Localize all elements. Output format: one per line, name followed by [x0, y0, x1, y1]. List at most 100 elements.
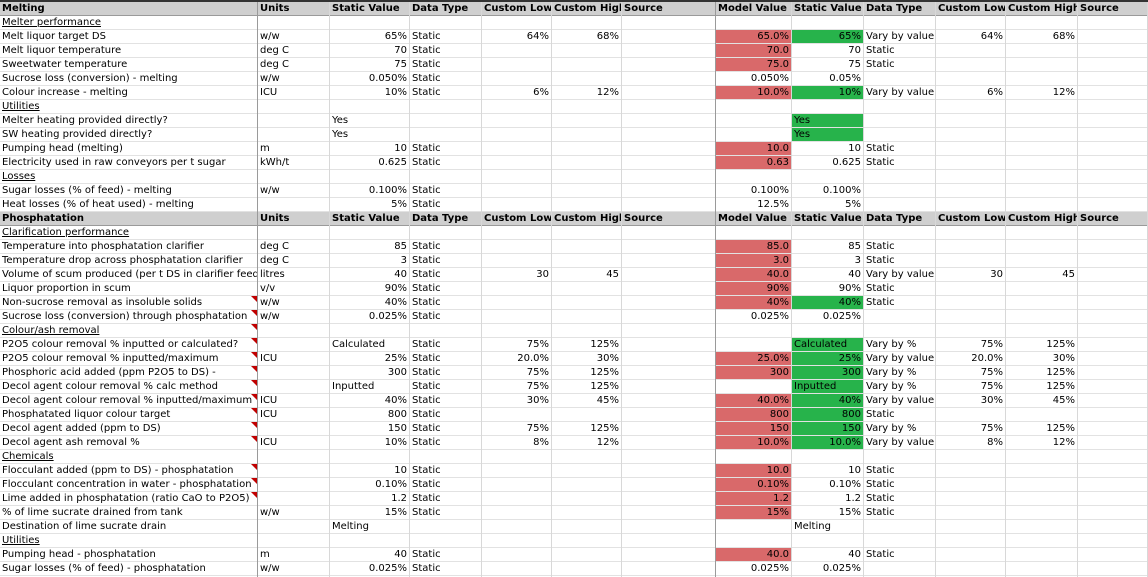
comment-indicator-icon[interactable] [251, 394, 257, 400]
cell-c10[interactable] [936, 240, 1006, 254]
cell-c6[interactable] [622, 142, 716, 156]
cell-c1[interactable] [258, 464, 330, 478]
cell-c0[interactable]: Phosphatated liquor colour target [0, 408, 258, 422]
cell-c8[interactable]: 0.10% [792, 478, 864, 492]
cell-c1[interactable] [258, 380, 330, 394]
cell-c7[interactable]: Model Value [716, 212, 792, 226]
cell-c12[interactable] [1078, 478, 1148, 492]
cell-c8[interactable]: 800 [792, 408, 864, 422]
cell-c12[interactable] [1078, 464, 1148, 478]
cell-c10[interactable] [936, 296, 1006, 310]
cell-c3[interactable]: Static [410, 142, 482, 156]
cell-c11[interactable]: 12% [1006, 86, 1078, 100]
cell-c5[interactable]: 12% [552, 86, 622, 100]
cell-c6[interactable] [622, 534, 716, 548]
cell-c6[interactable] [622, 366, 716, 380]
cell-c12[interactable] [1078, 268, 1148, 282]
cell-c9[interactable]: Vary by % [864, 366, 936, 380]
cell-c0[interactable]: Sucrose loss (conversion) - melting [0, 72, 258, 86]
cell-c9[interactable] [864, 128, 936, 142]
cell-c11[interactable] [1006, 506, 1078, 520]
cell-c0[interactable]: Melting [0, 2, 258, 16]
cell-c2[interactable]: 1.2 [330, 492, 410, 506]
cell-c1[interactable]: deg C [258, 44, 330, 58]
cell-c2[interactable]: 0.10% [330, 478, 410, 492]
cell-c10[interactable]: Custom Low [936, 212, 1006, 226]
cell-c1[interactable] [258, 16, 330, 30]
cell-c3[interactable]: Static [410, 240, 482, 254]
cell-c6[interactable] [622, 394, 716, 408]
cell-c12[interactable] [1078, 254, 1148, 268]
cell-c1[interactable] [258, 226, 330, 240]
cell-c5[interactable] [552, 562, 622, 576]
cell-c12[interactable] [1078, 198, 1148, 212]
cell-c10[interactable]: 75% [936, 338, 1006, 352]
comment-indicator-icon[interactable] [251, 324, 257, 330]
cell-c9[interactable]: Static [864, 282, 936, 296]
cell-c10[interactable]: 64% [936, 30, 1006, 44]
cell-c2[interactable] [330, 100, 410, 114]
cell-c12[interactable] [1078, 534, 1148, 548]
cell-c12[interactable] [1078, 226, 1148, 240]
cell-c6[interactable] [622, 226, 716, 240]
cell-c0[interactable]: Liquor proportion in scum [0, 282, 258, 296]
cell-c8[interactable]: Static Value [792, 2, 864, 16]
cell-c5[interactable]: 45 [552, 268, 622, 282]
cell-c0[interactable]: Electricity used in raw conveyors per t … [0, 156, 258, 170]
cell-c1[interactable]: w/w [258, 72, 330, 86]
cell-c0[interactable]: Melter heating provided directly? [0, 114, 258, 128]
cell-c0[interactable]: Non-sucrose removal as insoluble solids [0, 296, 258, 310]
cell-c0[interactable]: Flocculant concentration in water - phos… [0, 478, 258, 492]
cell-c10[interactable] [936, 72, 1006, 86]
cell-c6[interactable] [622, 324, 716, 338]
cell-c5[interactable] [552, 450, 622, 464]
cell-c10[interactable]: 6% [936, 86, 1006, 100]
cell-c8[interactable]: 1.2 [792, 492, 864, 506]
cell-c8[interactable]: 10 [792, 142, 864, 156]
cell-c0[interactable]: Phosphatation [0, 212, 258, 226]
cell-c7[interactable]: 40.0% [716, 394, 792, 408]
cell-c3[interactable] [410, 128, 482, 142]
cell-c6[interactable] [622, 548, 716, 562]
cell-c0[interactable]: Decol agent ash removal % [0, 436, 258, 450]
cell-c11[interactable] [1006, 450, 1078, 464]
cell-c0[interactable]: Temperature into phosphatation clarifier [0, 240, 258, 254]
cell-c4[interactable] [482, 492, 552, 506]
cell-c3[interactable] [410, 170, 482, 184]
cell-c10[interactable] [936, 254, 1006, 268]
cell-c11[interactable]: 125% [1006, 380, 1078, 394]
cell-c6[interactable] [622, 30, 716, 44]
cell-c6[interactable] [622, 562, 716, 576]
cell-c1[interactable] [258, 492, 330, 506]
cell-c2[interactable]: Yes [330, 114, 410, 128]
cell-c2[interactable]: 300 [330, 366, 410, 380]
cell-c4[interactable]: 75% [482, 380, 552, 394]
cell-c12[interactable] [1078, 492, 1148, 506]
cell-c2[interactable] [330, 324, 410, 338]
cell-c9[interactable] [864, 310, 936, 324]
cell-c4[interactable] [482, 114, 552, 128]
cell-c1[interactable]: m [258, 142, 330, 156]
cell-c3[interactable]: Static [410, 338, 482, 352]
cell-c7[interactable]: 10.0% [716, 436, 792, 450]
cell-c4[interactable] [482, 324, 552, 338]
cell-c12[interactable] [1078, 436, 1148, 450]
cell-c3[interactable]: Static [410, 478, 482, 492]
cell-c4[interactable] [482, 254, 552, 268]
cell-c0[interactable]: Phosphoric acid added (ppm P2O5 to DS) - [0, 366, 258, 380]
cell-c10[interactable] [936, 16, 1006, 30]
cell-c3[interactable] [410, 16, 482, 30]
cell-c12[interactable] [1078, 380, 1148, 394]
cell-c12[interactable] [1078, 450, 1148, 464]
cell-c1[interactable]: deg C [258, 58, 330, 72]
cell-c3[interactable]: Data Type [410, 212, 482, 226]
cell-c8[interactable]: Yes [792, 114, 864, 128]
cell-c5[interactable]: 125% [552, 380, 622, 394]
cell-c8[interactable]: 40% [792, 394, 864, 408]
cell-c5[interactable] [552, 548, 622, 562]
cell-c6[interactable] [622, 520, 716, 534]
cell-c9[interactable] [864, 170, 936, 184]
cell-c5[interactable] [552, 324, 622, 338]
cell-c10[interactable]: 30% [936, 394, 1006, 408]
cell-c4[interactable] [482, 548, 552, 562]
